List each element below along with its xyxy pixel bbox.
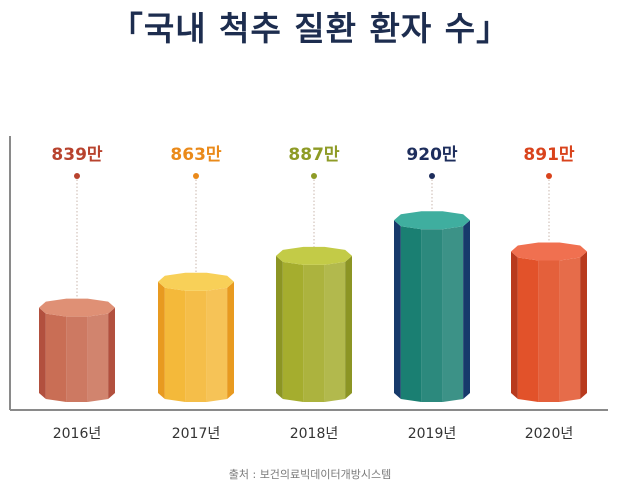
source-note: 출처 : 보건의료빅데이터개방시스템: [228, 468, 392, 481]
bar-face-right: [345, 255, 352, 399]
bar-face: [324, 261, 346, 402]
bar-top: [511, 242, 587, 261]
x-tick-label: 2017년: [172, 426, 221, 442]
bar-face-left: [511, 251, 518, 399]
chart-title: 「국내 척추 질환 환자 수」: [109, 9, 511, 48]
bar-face-left: [276, 255, 283, 399]
bar-4: [511, 242, 587, 402]
bar-face: [87, 313, 109, 402]
bar-face-front: [185, 290, 207, 402]
bar-2: [276, 246, 352, 402]
bar-face: [559, 257, 581, 402]
value-label: 891만: [523, 145, 574, 165]
bar-1: [158, 272, 234, 402]
bar-face-left: [394, 220, 401, 399]
leader-dot: [74, 173, 80, 179]
bar-face: [206, 287, 228, 402]
bar-face: [517, 257, 539, 402]
bar-top: [158, 272, 234, 291]
leader-dot: [311, 173, 317, 179]
bar-face-front: [421, 229, 443, 402]
bar-face-right: [463, 220, 470, 399]
bar-face-front: [303, 264, 325, 402]
x-tick-label: 2016년: [53, 426, 102, 442]
bar-face-right: [580, 251, 587, 399]
x-tick-labels: 2016년 2017년 2018년 2019년 2020년: [53, 426, 574, 442]
value-label: 920만: [406, 145, 457, 165]
bar-face-left: [158, 281, 165, 399]
bar-0: [39, 298, 115, 402]
bar-face-front: [538, 260, 560, 402]
x-tick-label: 2019년: [408, 426, 457, 442]
bar-face-left: [39, 307, 46, 399]
bar-face: [45, 313, 67, 402]
value-label: 839만: [51, 145, 102, 165]
value-label: 887만: [288, 145, 339, 165]
bar-face: [442, 226, 464, 402]
bar-face-front: [66, 316, 88, 402]
value-labels: 839만 863만 887만 920만 891만: [51, 145, 575, 299]
chart-axes: [9, 136, 608, 411]
bar-top: [394, 211, 470, 230]
x-tick-label: 2018년: [290, 426, 339, 442]
bar-face-right: [227, 281, 234, 399]
value-label: 863만: [170, 145, 221, 165]
bar-face-right: [108, 307, 115, 399]
bar-face: [400, 226, 422, 402]
bar-series: [39, 211, 587, 402]
bar-3: [394, 211, 470, 402]
bar-face: [164, 287, 186, 402]
x-tick-label: 2020년: [525, 426, 574, 442]
leader-dot: [546, 173, 552, 179]
bar-top: [276, 246, 352, 265]
bar-top: [39, 298, 115, 317]
leader-dot: [429, 173, 435, 179]
leader-dot: [193, 173, 199, 179]
bar-face: [282, 261, 304, 402]
